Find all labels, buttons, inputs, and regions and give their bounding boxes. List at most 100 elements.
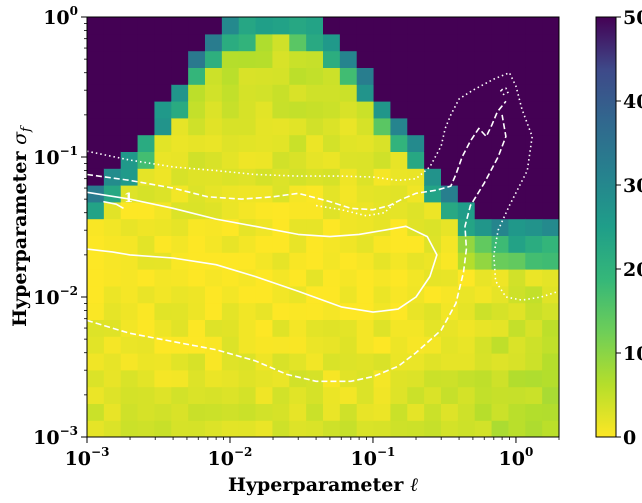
heatmap-cell [508,185,526,203]
heatmap-cell [154,33,172,52]
heatmap-cell [457,17,476,35]
heatmap-cell [339,353,358,371]
heatmap-cell [491,151,510,169]
heatmap-cell [508,353,526,371]
heatmap-cell [356,269,375,287]
heatmap-cell [154,235,172,253]
heatmap-cell [171,235,189,253]
heatmap-cell [542,134,559,152]
colorbar-tick-label: 40 [623,91,642,113]
heatmap-cell [373,185,392,203]
heatmap-cell [457,369,476,388]
heatmap-cell [154,151,172,169]
heatmap-cell [390,201,408,220]
heatmap-cell [272,269,290,287]
heatmap-cell [542,319,559,337]
heatmap-cell [306,319,324,337]
heatmap-cell [289,168,307,186]
heatmap-cell [323,84,341,102]
heatmap-cell [339,168,358,186]
heatmap-cell [205,168,223,186]
heatmap-cell [323,269,341,287]
heatmap-cell [339,420,358,437]
heatmap-cell [323,151,341,169]
x-axis: 10−3 10−2 10−1 100 [65,437,560,470]
heatmap-cell [87,151,105,169]
heatmap-cell [205,420,223,437]
heatmap-cell [171,50,189,68]
heatmap-cell [289,134,307,152]
heatmap-cell [272,50,290,68]
heatmap-cell [255,386,274,404]
heatmap-cell [306,252,324,270]
heatmap-cell [525,252,543,270]
heatmap-cell [306,235,324,253]
heatmap-cell [103,218,122,236]
heatmap-cell [120,134,139,152]
heatmap-cell [238,201,257,220]
heatmap-cell [323,17,341,35]
heatmap-cell [272,101,290,119]
heatmap-cell [441,386,459,404]
heatmap-cell [154,285,172,304]
heatmap-cell [221,235,240,253]
heatmap-cell [255,201,274,220]
heatmap-cell [87,369,105,388]
x-tick-label: 10−2 [208,445,253,470]
heatmap-cell [424,353,442,371]
heatmap-cell [120,168,139,186]
heatmap-cell [238,50,257,68]
heatmap-cell [188,168,206,186]
heatmap-cell [542,101,559,119]
heatmap-cell [424,201,442,220]
heatmap-cell [407,84,425,102]
heatmap-cell [306,134,324,152]
contour-solid [87,191,438,313]
heatmap-cell [491,285,510,304]
heatmap-cell [137,235,156,253]
heatmap-cell [373,33,392,52]
heatmap-cell [171,33,189,52]
heatmap-cell [491,67,510,85]
heatmap-cell [272,84,290,102]
heatmap-cell [87,84,105,102]
heatmap-cell [339,269,358,287]
heatmap-cell [137,403,156,421]
heatmap-cell [390,369,408,388]
heatmap-cell [171,302,189,320]
heatmap-cell [137,252,156,270]
heatmap-cell [356,369,375,388]
heatmap-cell [407,386,425,404]
heatmap-cell [137,101,156,119]
heatmap-cell [508,50,526,68]
heatmap-cell [221,151,240,169]
heatmap-cell [373,369,392,388]
heatmap-cell [424,67,442,85]
heatmap-cell [205,134,223,152]
heatmap-cell [424,17,442,35]
heatmap-cell [221,134,240,152]
heatmap-cell [238,117,257,136]
heatmap-cell [339,50,358,68]
heatmap-cell [407,50,425,68]
heatmap-cell [289,201,307,220]
heatmap-cell [171,185,189,203]
heatmap-cell [542,353,559,371]
x-tick-label: 100 [499,445,534,470]
heatmap-cell [525,84,543,102]
heatmap-cell [137,201,156,220]
heatmap-cell [525,101,543,119]
heatmap-cell [323,168,341,186]
heatmap-cell [390,319,408,337]
heatmap-cell [221,252,240,270]
heatmap-cell [87,420,105,437]
heatmap-cell [525,117,543,136]
heatmap-cell [474,33,493,52]
heatmap-cell [542,420,559,437]
heatmap-cell [542,117,559,136]
heatmap-cell [339,403,358,421]
heatmap-cell [441,168,459,186]
heatmap-cell [87,17,105,35]
heatmap-cell [120,201,139,220]
heatmap-cell [154,134,172,152]
